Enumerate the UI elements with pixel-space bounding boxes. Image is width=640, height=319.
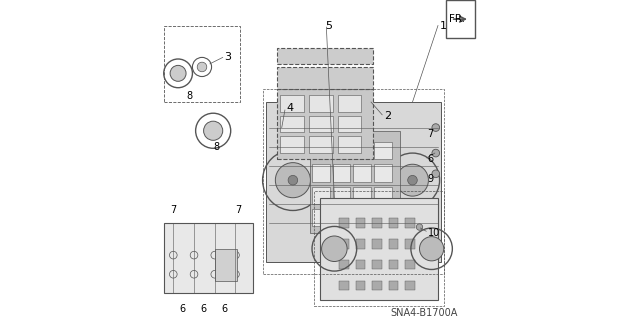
Bar — [374, 142, 392, 160]
Circle shape — [288, 175, 298, 185]
Circle shape — [321, 236, 347, 262]
Bar — [374, 187, 392, 204]
Bar — [333, 142, 350, 160]
Bar — [389, 260, 399, 270]
Bar — [372, 239, 382, 249]
Text: SNA4-B1700A: SNA4-B1700A — [390, 308, 458, 317]
Bar — [406, 281, 415, 290]
Bar — [337, 95, 362, 112]
Bar — [353, 164, 371, 182]
Bar — [339, 260, 349, 270]
Bar — [280, 95, 304, 112]
Bar — [389, 219, 399, 228]
Text: 4: 4 — [287, 103, 294, 114]
Text: 3: 3 — [225, 52, 231, 63]
Text: 1: 1 — [440, 20, 447, 31]
Text: 5: 5 — [324, 20, 332, 31]
Bar — [356, 281, 365, 290]
Circle shape — [432, 149, 440, 157]
Bar — [310, 131, 400, 233]
Text: 10: 10 — [428, 228, 440, 238]
Bar — [446, 0, 475, 38]
Bar — [339, 239, 349, 249]
Bar — [356, 260, 365, 270]
Text: 6: 6 — [200, 304, 207, 314]
Bar — [374, 164, 392, 182]
Bar — [277, 48, 372, 64]
Bar — [280, 137, 304, 153]
Circle shape — [408, 175, 417, 185]
Bar — [339, 219, 349, 228]
Bar — [337, 137, 362, 153]
Text: FR.: FR. — [449, 14, 465, 24]
Text: 6: 6 — [221, 304, 227, 314]
Text: 9: 9 — [428, 174, 433, 184]
Bar — [356, 219, 365, 228]
Bar — [164, 26, 240, 102]
Bar — [312, 164, 330, 182]
Bar — [314, 191, 444, 306]
Circle shape — [416, 224, 422, 230]
Text: 6: 6 — [180, 304, 186, 314]
Bar — [353, 209, 371, 226]
Bar — [277, 89, 372, 160]
Circle shape — [197, 62, 207, 72]
Bar — [353, 187, 371, 204]
Bar — [406, 260, 415, 270]
Text: 7: 7 — [428, 129, 434, 139]
Circle shape — [397, 164, 428, 196]
Bar — [215, 249, 237, 281]
Bar — [339, 281, 349, 290]
Bar — [389, 239, 399, 249]
Text: 8: 8 — [213, 142, 220, 152]
Bar — [312, 142, 330, 160]
Bar — [312, 209, 330, 226]
Circle shape — [170, 65, 186, 81]
Bar — [320, 198, 438, 300]
Bar — [337, 116, 362, 132]
Bar — [309, 116, 333, 132]
Bar — [333, 187, 350, 204]
Bar — [353, 142, 371, 160]
Circle shape — [204, 121, 223, 140]
Bar — [312, 187, 330, 204]
Bar — [333, 209, 350, 226]
Bar — [372, 260, 382, 270]
Bar — [277, 67, 372, 89]
Bar — [374, 209, 392, 226]
Text: 7: 7 — [236, 205, 242, 215]
Circle shape — [275, 163, 310, 198]
Bar — [372, 281, 382, 290]
Bar — [309, 95, 333, 112]
Text: 8: 8 — [186, 91, 192, 101]
Bar — [356, 239, 365, 249]
Bar — [333, 164, 350, 182]
Bar — [389, 281, 399, 290]
Text: 6: 6 — [428, 154, 433, 165]
Bar — [309, 137, 333, 153]
Text: 2: 2 — [384, 111, 391, 122]
Polygon shape — [266, 102, 441, 262]
Bar — [262, 89, 444, 274]
Text: 7: 7 — [170, 205, 177, 215]
Circle shape — [419, 237, 444, 261]
Bar — [372, 219, 382, 228]
Bar — [406, 219, 415, 228]
Bar — [406, 239, 415, 249]
Bar — [164, 223, 253, 293]
Bar — [280, 116, 304, 132]
Circle shape — [432, 170, 440, 178]
Circle shape — [432, 124, 440, 131]
